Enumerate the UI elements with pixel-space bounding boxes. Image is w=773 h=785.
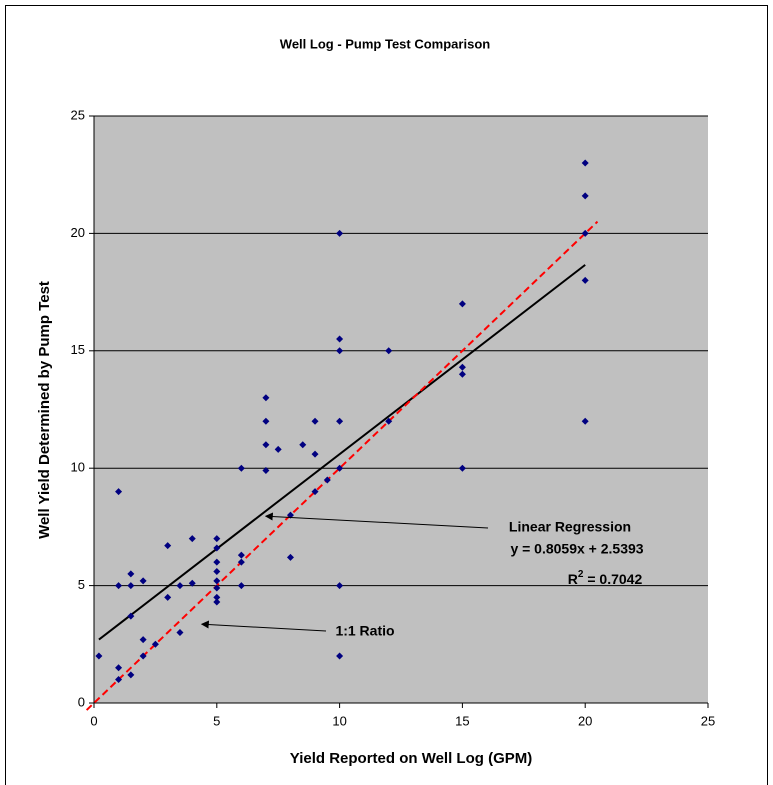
r2-base: R: [568, 571, 578, 587]
point: [581, 159, 589, 167]
point: [115, 582, 123, 590]
point: [262, 394, 270, 402]
point: [336, 335, 344, 343]
point: [139, 636, 147, 644]
point: [336, 582, 344, 590]
y-tick-label: 0: [78, 694, 85, 709]
point: [262, 417, 270, 425]
point: [581, 192, 589, 200]
point: [115, 664, 123, 672]
point: [213, 577, 221, 585]
point: [262, 441, 270, 449]
y-tick-label: 15: [71, 342, 85, 357]
point: [237, 551, 245, 559]
point: [164, 542, 172, 550]
point: [213, 544, 221, 552]
annotation: 1:1 Ratio: [335, 623, 394, 639]
point: [458, 370, 466, 378]
y-tick-label: 10: [71, 460, 85, 475]
point: [581, 276, 589, 284]
arrow: [200, 620, 327, 632]
point: [237, 582, 245, 590]
x-tick-label: 5: [213, 713, 220, 728]
point: [115, 488, 123, 496]
point: [336, 417, 344, 425]
point: [127, 671, 135, 679]
point: [115, 676, 123, 684]
point: [299, 441, 307, 449]
point: [213, 558, 221, 566]
point: [311, 450, 319, 458]
chart-title: Well Log - Pump Test Comparison: [280, 36, 490, 51]
r2-sup: 2: [578, 569, 584, 580]
ratio-line: [85, 220, 599, 711]
point: [237, 464, 245, 472]
point: [213, 568, 221, 576]
x-tick-label: 15: [455, 713, 469, 728]
point: [385, 347, 393, 355]
annotation: R2 = 0.7042: [568, 569, 643, 587]
point: [95, 652, 103, 660]
point: [286, 553, 294, 561]
point: [188, 579, 196, 587]
x-tick-label: 25: [701, 713, 715, 728]
y-axis-label: Well Yield Determined by Pump Test: [36, 281, 53, 539]
point: [127, 582, 135, 590]
point: [336, 229, 344, 237]
point: [164, 593, 172, 601]
y-tick-label: 5: [78, 577, 85, 592]
point: [458, 363, 466, 371]
point: [139, 577, 147, 585]
x-tick-label: 20: [578, 713, 592, 728]
annotation: y = 0.8059x + 2.5393: [510, 541, 643, 557]
y-tick-label: 25: [71, 107, 85, 122]
point: [188, 535, 196, 543]
x-axis-label: Yield Reported on Well Log (GPM): [290, 750, 533, 767]
point: [581, 417, 589, 425]
point: [458, 300, 466, 308]
point: [262, 467, 270, 475]
point: [311, 488, 319, 496]
y-tick-label: 20: [71, 225, 85, 240]
point: [213, 584, 221, 592]
point: [274, 445, 282, 453]
point: [237, 558, 245, 566]
point: [323, 476, 331, 484]
point: [581, 229, 589, 237]
point: [213, 535, 221, 543]
point: [213, 598, 221, 606]
r2-rest: = 0.7042: [583, 571, 642, 587]
point: [458, 464, 466, 472]
annotation: Linear Regression: [509, 519, 631, 535]
x-tick-label: 0: [90, 713, 97, 728]
point: [127, 570, 135, 578]
point: [336, 652, 344, 660]
x-tick-label: 10: [332, 713, 346, 728]
point: [176, 629, 184, 637]
point: [336, 464, 344, 472]
arrow: [264, 512, 489, 529]
point: [336, 347, 344, 355]
point: [176, 582, 184, 590]
trend-line: [98, 264, 586, 641]
point: [127, 612, 135, 620]
point: [213, 593, 221, 601]
point: [139, 652, 147, 660]
point: [151, 640, 159, 648]
point: [311, 417, 319, 425]
point: [385, 417, 393, 425]
